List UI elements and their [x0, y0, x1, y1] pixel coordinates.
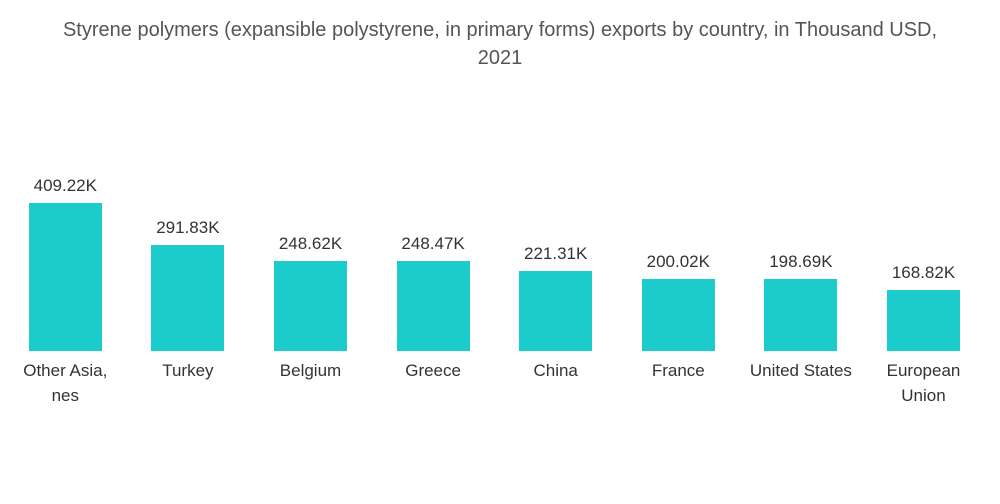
x-tick-label: Turkey	[162, 361, 214, 380]
value-label: 168.82K	[891, 262, 956, 282]
bar	[396, 261, 470, 351]
bar	[274, 261, 347, 351]
bar	[519, 270, 593, 351]
bar	[28, 203, 102, 351]
x-tick-label: European Union	[886, 361, 961, 405]
value-label: 198.69K	[769, 252, 833, 272]
value-label: 248.62K	[278, 234, 343, 254]
bar	[887, 289, 960, 351]
x-tick-label: United States	[749, 361, 852, 380]
chart-title: Styrene polymers (expansible polystyrene…	[62, 19, 938, 69]
bar	[764, 279, 838, 351]
x-tick-label: China	[533, 361, 578, 380]
x-tick-label: Other Asia, nes	[23, 361, 108, 405]
value-label: 221.31K	[524, 243, 588, 263]
bar	[641, 278, 715, 351]
x-tick-label: Belgium	[279, 361, 342, 380]
value-label: 409.22K	[33, 176, 97, 195]
value-label: 200.02K	[646, 251, 710, 271]
value-label: 291.83K	[156, 218, 220, 238]
value-label: 248.47K	[401, 234, 465, 254]
x-tick-label: France	[651, 361, 705, 380]
bar	[151, 245, 225, 351]
x-tick-label: Greece	[405, 361, 461, 380]
